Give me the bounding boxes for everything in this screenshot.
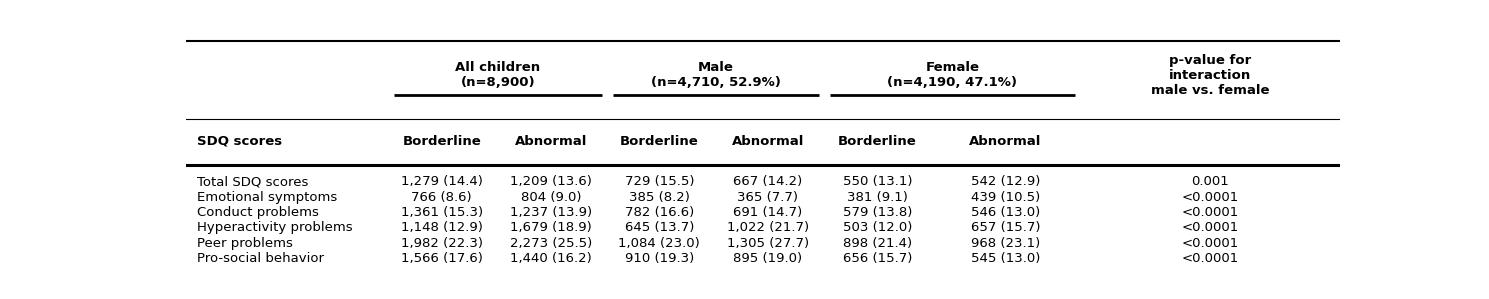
Text: 1,237 (13.9): 1,237 (13.9) <box>511 206 593 219</box>
Text: Female
(n=4,190, 47.1%): Female (n=4,190, 47.1%) <box>887 61 1017 89</box>
Text: 895 (19.0): 895 (19.0) <box>733 252 803 265</box>
Text: <0.0001: <0.0001 <box>1182 190 1239 204</box>
Text: 968 (23.1): 968 (23.1) <box>971 237 1041 250</box>
Text: Total SDQ scores: Total SDQ scores <box>197 175 308 188</box>
Text: Borderline: Borderline <box>838 135 917 148</box>
Text: Borderline: Borderline <box>402 135 481 148</box>
Text: Peer problems: Peer problems <box>197 237 292 250</box>
Text: <0.0001: <0.0001 <box>1182 206 1239 219</box>
Text: 898 (21.4): 898 (21.4) <box>843 237 911 250</box>
Text: 1,679 (18.9): 1,679 (18.9) <box>511 221 593 234</box>
Text: 546 (13.0): 546 (13.0) <box>971 206 1041 219</box>
Text: 381 (9.1): 381 (9.1) <box>847 190 908 204</box>
Text: 1,566 (17.6): 1,566 (17.6) <box>401 252 482 265</box>
Text: Conduct problems: Conduct problems <box>197 206 319 219</box>
Text: 1,084 (23.0): 1,084 (23.0) <box>618 237 700 250</box>
Text: 545 (13.0): 545 (13.0) <box>971 252 1041 265</box>
Text: 656 (15.7): 656 (15.7) <box>843 252 913 265</box>
Text: Male
(n=4,710, 52.9%): Male (n=4,710, 52.9%) <box>651 61 780 89</box>
Text: 385 (8.2): 385 (8.2) <box>628 190 689 204</box>
Text: 542 (12.9): 542 (12.9) <box>971 175 1041 188</box>
Text: 645 (13.7): 645 (13.7) <box>624 221 694 234</box>
Text: 729 (15.5): 729 (15.5) <box>624 175 694 188</box>
Text: 2,273 (25.5): 2,273 (25.5) <box>511 237 593 250</box>
Text: <0.0001: <0.0001 <box>1182 237 1239 250</box>
Text: 1,440 (16.2): 1,440 (16.2) <box>511 252 593 265</box>
Text: SDQ scores: SDQ scores <box>197 135 281 148</box>
Text: 550 (13.1): 550 (13.1) <box>843 175 913 188</box>
Text: 691 (14.7): 691 (14.7) <box>733 206 803 219</box>
Text: 1,279 (14.4): 1,279 (14.4) <box>401 175 482 188</box>
Text: 1,982 (22.3): 1,982 (22.3) <box>401 237 482 250</box>
Text: 579 (13.8): 579 (13.8) <box>843 206 913 219</box>
Text: 910 (19.3): 910 (19.3) <box>624 252 694 265</box>
Text: 503 (12.0): 503 (12.0) <box>843 221 913 234</box>
Text: Abnormal: Abnormal <box>969 135 1042 148</box>
Text: 766 (8.6): 766 (8.6) <box>411 190 472 204</box>
Text: Pro-social behavior: Pro-social behavior <box>197 252 323 265</box>
Text: <0.0001: <0.0001 <box>1182 252 1239 265</box>
Text: 657 (15.7): 657 (15.7) <box>971 221 1041 234</box>
Text: Hyperactivity problems: Hyperactivity problems <box>197 221 351 234</box>
Text: 1,209 (13.6): 1,209 (13.6) <box>511 175 593 188</box>
Text: 782 (16.6): 782 (16.6) <box>624 206 694 219</box>
Text: 1,022 (21.7): 1,022 (21.7) <box>727 221 809 234</box>
Text: 1,361 (15.3): 1,361 (15.3) <box>401 206 482 219</box>
Text: Emotional symptoms: Emotional symptoms <box>197 190 337 204</box>
Text: 365 (7.7): 365 (7.7) <box>737 190 798 204</box>
Text: <0.0001: <0.0001 <box>1182 221 1239 234</box>
Text: Abnormal: Abnormal <box>515 135 588 148</box>
Text: 1,148 (12.9): 1,148 (12.9) <box>401 221 482 234</box>
Text: 804 (9.0): 804 (9.0) <box>521 190 582 204</box>
Text: 667 (14.2): 667 (14.2) <box>733 175 803 188</box>
Text: p-value for
interaction
male vs. female: p-value for interaction male vs. female <box>1151 54 1270 97</box>
Text: 439 (10.5): 439 (10.5) <box>971 190 1041 204</box>
Text: 0.001: 0.001 <box>1191 175 1228 188</box>
Text: 1,305 (27.7): 1,305 (27.7) <box>727 237 809 250</box>
Text: Borderline: Borderline <box>619 135 698 148</box>
Text: All children
(n=8,900): All children (n=8,900) <box>456 61 541 89</box>
Text: Abnormal: Abnormal <box>731 135 804 148</box>
